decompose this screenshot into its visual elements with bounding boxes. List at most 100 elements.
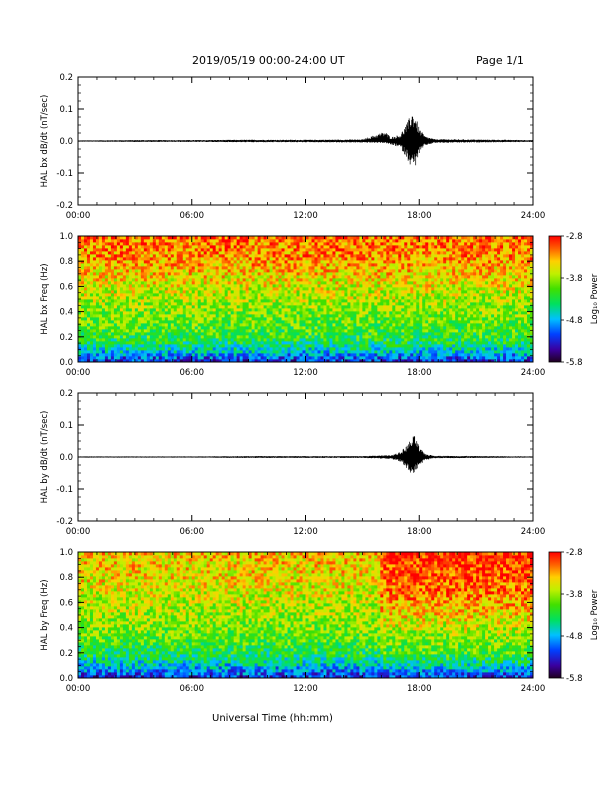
spectrogram-cell [416,344,420,348]
spectrogram-cell [176,329,181,333]
spectrogram-cell [392,296,396,300]
spectrogram-cell [260,257,264,261]
spectrogram-cell [311,308,315,312]
page-indicator: Page 1/1 [476,54,524,67]
spectrogram-cell [257,296,261,300]
spectrogram-cell [377,266,381,270]
spectrogram-cell [83,284,88,288]
spectrogram-cell [209,257,214,261]
spectrogram-cell [410,284,414,288]
spectrogram-cell [314,251,318,255]
spectrogram-cell [152,317,157,321]
spectrogram-cell [347,296,351,300]
spectrogram-cell [146,284,151,288]
spectrogram-cell [80,278,85,282]
spectrogram-cell [329,347,333,351]
spectrogram-cell [194,272,199,276]
spectrogram-cell [95,299,100,303]
spectrogram-cell [128,254,133,258]
spectrogram-cell [203,281,208,285]
spectrogram-cell [341,287,345,291]
spectrogram-cell [230,242,235,246]
spectrogram-cell [128,269,133,273]
spectrogram-cell [356,299,360,303]
spectrogram-cell [278,242,282,246]
spectrogram-cell [293,272,297,276]
spectrogram-cell [314,269,318,273]
spectrogram-cell [251,311,256,315]
spectrogram-cell [146,335,151,339]
spectrogram-cell [161,263,166,267]
spectrogram-cell [131,353,136,357]
spectrogram-cell [89,329,94,333]
spectrogram-cell [359,236,363,240]
spectrogram-cell [359,239,363,243]
spectrogram-cell [167,260,172,264]
spectrogram-cell [419,326,423,330]
spectrogram-cell [341,326,345,330]
spectrogram-cell [137,335,142,339]
spectrogram-cell [89,347,94,351]
spectrogram-cell [107,305,112,309]
spectrogram-cell [395,311,399,315]
spectrogram-cell [224,245,229,249]
spectrogram-cell [347,353,351,357]
spectrogram-cell [125,275,130,279]
spectrogram-cell [230,236,235,240]
spectrogram-cell [239,356,244,360]
spectrogram-cell [251,329,256,333]
spectrogram-cell [110,350,115,354]
spectrogram-cell [341,320,345,324]
spectrogram-cell [293,323,297,327]
spectrogram-cell [332,314,336,318]
spectrogram-cell [242,320,247,324]
spectrogram-cell [299,248,303,252]
spectrogram-cell [140,236,145,240]
spectrogram-cell [185,299,190,303]
spectrogram-cell [221,323,226,327]
spectrogram-cell [275,278,279,282]
spectrogram-cell [281,326,285,330]
spectrogram-cell [338,275,342,279]
spectrogram-cell [251,242,256,246]
spectrogram-cell [197,248,202,252]
spectrogram-cell [407,359,411,363]
spectrogram-cell [164,284,169,288]
spectrogram-cell [293,320,297,324]
spectrogram-cell [122,332,127,336]
spectrogram-cell [167,305,172,309]
spectrogram-cell [362,245,366,249]
spectrogram-cell [374,338,378,342]
spectrogram-cell [278,332,282,336]
spectrogram-cell [188,236,193,240]
spectrogram-cell [407,254,411,258]
spectrogram-cell [233,275,238,279]
spectrogram-cell [164,242,169,246]
spectrogram-cell [335,338,339,342]
spectrogram-cell [371,254,375,258]
spectrogram-cell [356,245,360,249]
spectrogram-cell [230,257,235,261]
spectrogram-cell [164,281,169,285]
spectrogram-cell [401,290,405,294]
spectrogram-cell [236,239,241,243]
spectrogram-cell [269,314,273,318]
spectrogram-cell [293,257,297,261]
spectrogram-cell [242,281,247,285]
spectrogram-cell [341,308,345,312]
spectrogram-cell [419,263,423,267]
spectrogram-cell [149,344,154,348]
spectrogram-cell [170,257,175,261]
spectrogram-cell [299,266,303,270]
spectrogram-cell [398,302,402,306]
spectrogram-cell [326,302,330,306]
spectrogram-cell [296,308,300,312]
spectrogram-cell [278,335,282,339]
spectrogram-cell [293,335,297,339]
spectrogram-cell [335,275,339,279]
spectrogram-cell [389,320,393,324]
spectrogram-cell [83,308,88,312]
spectrogram-cell [182,260,187,264]
spectrogram-cell [78,275,82,279]
spectrogram-cell [170,347,175,351]
